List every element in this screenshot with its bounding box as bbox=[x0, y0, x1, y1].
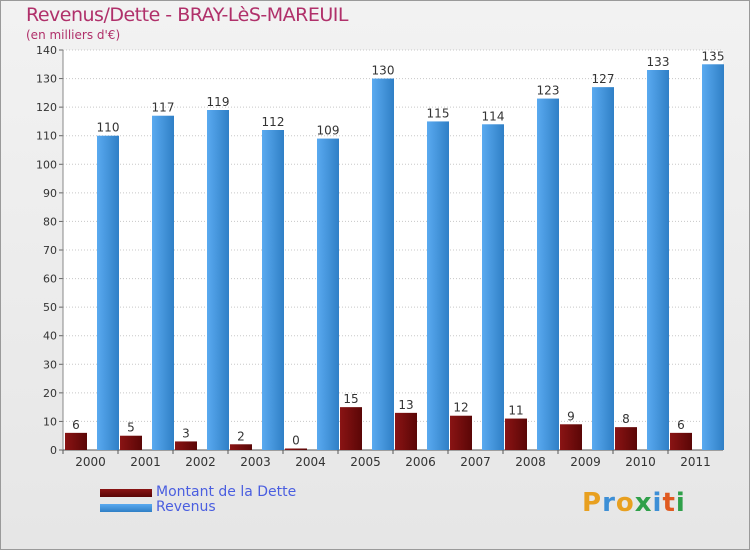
debt-bar bbox=[65, 432, 87, 450]
x-tick-label: 2008 bbox=[515, 455, 546, 469]
y-tick-label: 20 bbox=[43, 387, 57, 400]
chart-title: Revenus/Dette - BRAY-LèS-MAREUIL bbox=[26, 4, 348, 26]
y-tick-label: 50 bbox=[43, 301, 57, 314]
revenue-value-label: 133 bbox=[647, 55, 670, 69]
revenue-value-label: 135 bbox=[702, 49, 725, 63]
debt-bar bbox=[175, 441, 197, 450]
revenue-bar bbox=[537, 98, 559, 451]
logo-letter: r bbox=[602, 488, 616, 518]
debt-bar bbox=[670, 432, 692, 450]
x-tick-label: 2005 bbox=[350, 455, 381, 469]
y-tick-label: 130 bbox=[36, 73, 57, 86]
x-tick-label: 2002 bbox=[185, 455, 216, 469]
legend-label-dette: Montant de la Dette bbox=[156, 484, 297, 500]
revenue-value-label: 115 bbox=[427, 106, 450, 120]
y-tick-label: 30 bbox=[43, 358, 57, 371]
labels-layer: 0102030405060708090100110120130140611020… bbox=[36, 44, 724, 469]
revenue-bar bbox=[592, 87, 614, 451]
logo-letter: t bbox=[662, 488, 676, 518]
debt-value-label: 12 bbox=[453, 401, 468, 415]
debt-value-label: 6 bbox=[677, 418, 685, 432]
bars-layer bbox=[65, 64, 724, 451]
revenue-bar bbox=[482, 124, 504, 451]
proxiti-logo: Proxiti bbox=[582, 488, 686, 518]
legend-swatch-revenus bbox=[100, 504, 152, 512]
legend-label-revenus: Revenus bbox=[156, 499, 216, 515]
y-tick-label: 80 bbox=[43, 215, 57, 228]
debt-bar bbox=[395, 412, 417, 450]
debt-value-label: 2 bbox=[237, 429, 245, 443]
x-tick-label: 2001 bbox=[130, 455, 161, 469]
logo-letter: o bbox=[615, 488, 635, 518]
debt-value-label: 11 bbox=[508, 404, 523, 418]
revenue-bar bbox=[702, 64, 724, 451]
revenue-value-label: 119 bbox=[207, 95, 230, 109]
revenue-value-label: 110 bbox=[97, 121, 120, 135]
revenue-bar bbox=[97, 135, 119, 450]
y-tick-label: 0 bbox=[50, 444, 57, 457]
revenue-bar bbox=[647, 70, 669, 450]
debt-value-label: 0 bbox=[292, 434, 300, 448]
debt-bar bbox=[285, 448, 307, 450]
chart-subtitle: (en milliers d'€) bbox=[26, 28, 121, 42]
logo-letter: i bbox=[675, 488, 686, 518]
y-tick-label: 70 bbox=[43, 244, 57, 257]
legend-swatch-dette bbox=[100, 489, 152, 497]
revenue-value-label: 109 bbox=[317, 124, 340, 138]
y-tick-label: 120 bbox=[36, 101, 57, 114]
debt-bar bbox=[120, 435, 142, 450]
revenue-value-label: 130 bbox=[372, 64, 395, 78]
revenue-bar bbox=[317, 138, 339, 451]
logo-letter: x bbox=[634, 488, 653, 518]
debt-bar bbox=[560, 424, 582, 450]
debt-value-label: 8 bbox=[622, 412, 630, 426]
y-tick-label: 110 bbox=[36, 130, 57, 143]
debt-bar bbox=[505, 418, 527, 450]
x-tick-label: 2006 bbox=[405, 455, 436, 469]
revenue-value-label: 117 bbox=[152, 101, 175, 115]
x-tick-label: 2010 bbox=[625, 455, 656, 469]
debt-value-label: 6 bbox=[72, 418, 80, 432]
x-tick-label: 2009 bbox=[570, 455, 601, 469]
revenue-bar bbox=[372, 78, 394, 451]
revenue-bar bbox=[152, 115, 174, 450]
debt-value-label: 9 bbox=[567, 409, 575, 423]
revenue-value-label: 114 bbox=[482, 109, 505, 123]
revenue-value-label: 127 bbox=[592, 72, 615, 86]
revenue-bar bbox=[262, 130, 284, 450]
y-tick-label: 10 bbox=[43, 415, 57, 428]
debt-value-label: 15 bbox=[343, 392, 358, 406]
debt-value-label: 13 bbox=[398, 398, 413, 412]
revenue-bar bbox=[207, 110, 229, 450]
revenue-value-label: 123 bbox=[537, 84, 560, 98]
debt-bar bbox=[615, 427, 637, 450]
debt-bar bbox=[230, 444, 252, 450]
revenue-value-label: 112 bbox=[262, 115, 285, 129]
debt-bar bbox=[340, 407, 362, 450]
x-tick-label: 2011 bbox=[680, 455, 711, 469]
debt-value-label: 5 bbox=[127, 421, 135, 435]
x-tick-label: 2007 bbox=[460, 455, 491, 469]
y-tick-label: 40 bbox=[43, 330, 57, 343]
revenue-bar bbox=[427, 121, 449, 450]
x-tick-label: 2004 bbox=[295, 455, 326, 469]
y-tick-label: 140 bbox=[36, 44, 57, 57]
y-tick-label: 60 bbox=[43, 273, 57, 286]
debt-value-label: 3 bbox=[182, 426, 190, 440]
x-tick-label: 2000 bbox=[75, 455, 106, 469]
y-tick-label: 90 bbox=[43, 187, 57, 200]
y-tick-label: 100 bbox=[36, 158, 57, 171]
logo-letter: P bbox=[582, 488, 603, 518]
debt-bar bbox=[450, 415, 472, 450]
logo-letter: i bbox=[652, 488, 663, 518]
x-tick-label: 2003 bbox=[240, 455, 271, 469]
